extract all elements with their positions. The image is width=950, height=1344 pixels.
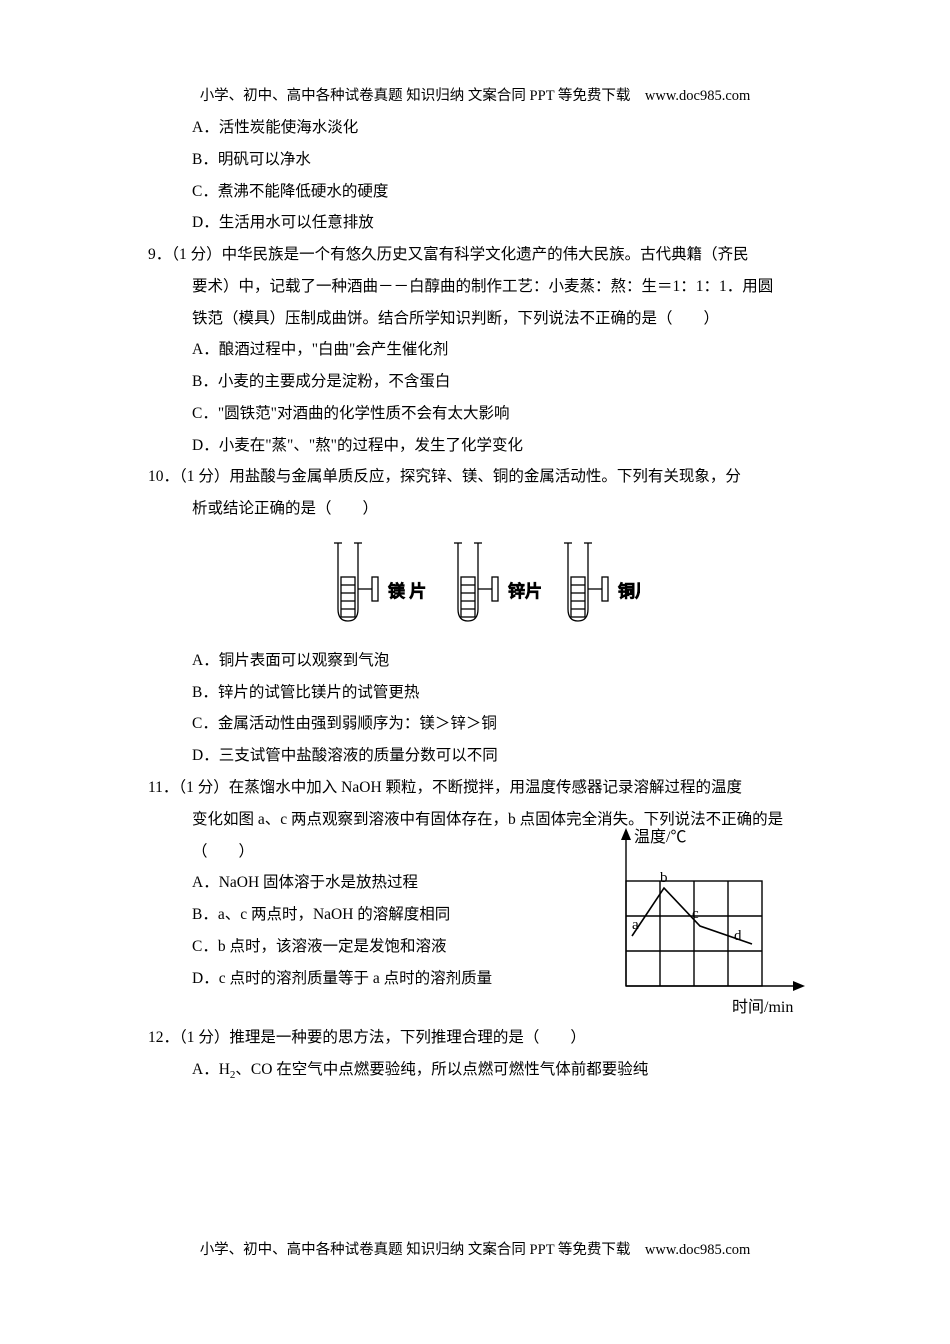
q11-option-b: B．a、c 两点时，NaOH 的溶解度相同 xyxy=(148,899,538,931)
q9-option-a: A．酿酒过程中，"白曲"会产生催化剂 xyxy=(148,334,802,366)
q9-option-b: B．小麦的主要成分是淀粉，不含蛋白 xyxy=(148,366,802,398)
q10-stem-line2: 析或结论正确的是（ ） xyxy=(148,493,802,525)
q9-stem-line1: 9．（1 分）中华民族是一个有悠久历史又富有科学文化遗产的伟大民族。古代典籍（齐… xyxy=(148,239,802,271)
q11-option-a: A．NaOH 固体溶于水是放热过程 xyxy=(148,867,538,899)
pt-d: d xyxy=(734,928,742,944)
q8-option-c: C．煮沸不能降低硬水的硬度 xyxy=(148,176,802,208)
q12-a-post: 、CO 在空气中点燃要验纯，所以点燃可燃性气体前都要验纯 xyxy=(235,1061,648,1078)
q10-stem-line1: 10．（1 分）用盐酸与金属单质反应，探究锌、镁、铜的金属活动性。下列有关现象，… xyxy=(148,461,802,493)
q10-diagram: 镁 片 锌片 xyxy=(148,539,802,635)
q8-option-a: A．活性炭能使海水淡化 xyxy=(148,112,802,144)
q8-option-d: D．生活用水可以任意排放 xyxy=(148,207,802,239)
ylabel: 温度/℃ xyxy=(634,828,686,846)
q10-option-d: D．三支试管中盐酸溶液的质量分数可以不同 xyxy=(148,740,802,772)
pt-c: c xyxy=(692,906,699,922)
q11-graph: a b c d 温度/℃ 时间/min xyxy=(602,826,812,1021)
q10-option-b: B．锌片的试管比镁片的试管更热 xyxy=(148,677,802,709)
q11-block: 11．（1 分）在蒸馏水中加入 NaOH 颗粒，不断搅拌，用温度传感器记录溶解过… xyxy=(148,772,802,994)
q10-option-a: A．铜片表面可以观察到气泡 xyxy=(148,645,802,677)
q12-stem: 12．（1 分）推理是一种要的思方法，下列推理合理的是（ ） xyxy=(148,1022,802,1054)
test-tubes-svg: 镁 片 锌片 xyxy=(310,539,640,635)
label-mg: 镁 片 xyxy=(388,582,426,601)
q10-option-c: C．金属活动性由强到弱顺序为：镁＞锌＞铜 xyxy=(148,708,802,740)
q9-option-d: D．小麦在"蒸"、"熬"的过程中，发生了化学变化 xyxy=(148,430,802,462)
q11-stem-line1: 11．（1 分）在蒸馏水中加入 NaOH 颗粒，不断搅拌，用温度传感器记录溶解过… xyxy=(148,772,802,804)
xlabel: 时间/min xyxy=(732,998,793,1016)
q9-option-c: C．"圆铁范"对酒曲的化学性质不会有太大影响 xyxy=(148,398,802,430)
q8-option-b: B．明矾可以净水 xyxy=(148,144,802,176)
q11-option-d: D．c 点时的溶剂质量等于 a 点时的溶剂质量 xyxy=(148,963,538,995)
label-cu: 铜片 xyxy=(618,582,640,601)
q9-stem-line2: 要术）中，记载了一种酒曲－－白醇曲的制作工艺：小麦蒸：熬：生＝1：1：1．用圆 xyxy=(148,271,802,303)
q11-option-c: C．b 点时，该溶液一定是发饱和溶液 xyxy=(148,931,538,963)
q12-option-a: A．H2、CO 在空气中点燃要验纯，所以点燃可燃性气体前都要验纯 xyxy=(148,1054,802,1087)
label-zn: 锌片 xyxy=(508,582,542,601)
exam-page: 小学、初中、高中各种试卷真题 知识归纳 文案合同 PPT 等免费下载 www.d… xyxy=(0,0,950,1344)
pt-b: b xyxy=(660,870,668,886)
pt-a: a xyxy=(632,917,639,933)
q9-stem-line3: 铁范（模具）压制成曲饼。结合所学知识判断，下列说法不正确的是（ ） xyxy=(148,303,802,335)
q12-a-pre: A．H xyxy=(192,1061,230,1078)
page-header: 小学、初中、高中各种试卷真题 知识归纳 文案合同 PPT 等免费下载 www.d… xyxy=(0,82,950,112)
page-footer: 小学、初中、高中各种试卷真题 知识归纳 文案合同 PPT 等免费下载 www.d… xyxy=(0,1236,950,1266)
